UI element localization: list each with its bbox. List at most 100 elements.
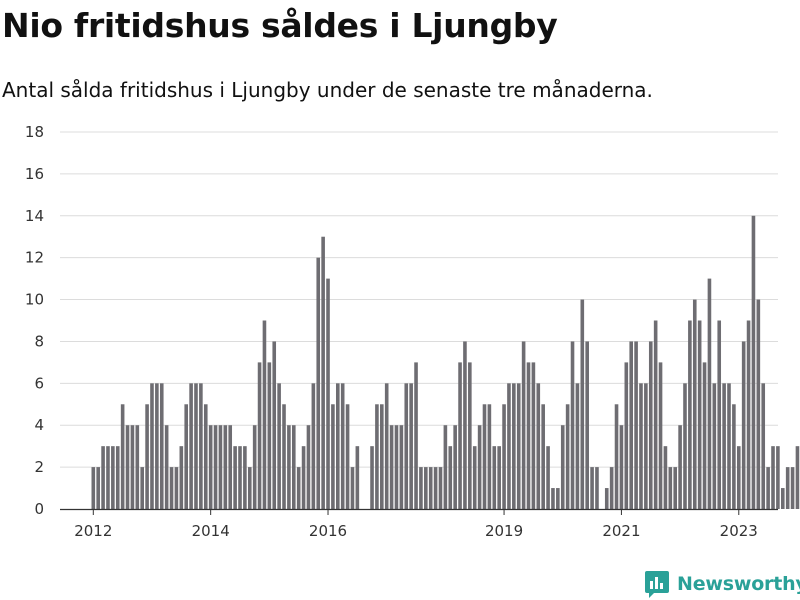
bar [272, 341, 277, 509]
y-tick-label: 2 [34, 458, 44, 476]
bar [184, 404, 189, 509]
y-axis-ticks: 0 2 4 6 8 10 12 14 16 18 [25, 123, 44, 518]
bar [624, 362, 629, 509]
bar [101, 446, 105, 509]
bar [526, 362, 531, 509]
bar [673, 467, 678, 509]
newsworthy-logo-icon [645, 571, 669, 598]
bar [766, 467, 770, 509]
bar [678, 425, 682, 509]
bar [316, 257, 321, 509]
bar [267, 362, 272, 509]
bar [282, 404, 286, 509]
x-tick-label: 2019 [485, 522, 523, 540]
bar [203, 404, 208, 509]
x-tick-label: 2014 [192, 522, 230, 540]
bar [277, 383, 281, 509]
gridlines [60, 131, 778, 468]
bar [741, 341, 746, 509]
bar [683, 383, 687, 509]
bar [595, 467, 599, 509]
bar [585, 341, 589, 509]
bar [145, 404, 149, 509]
bar [771, 446, 775, 509]
y-tick-label: 10 [25, 291, 44, 309]
newsworthy-logo-text: Newsworthy [677, 573, 800, 595]
bar [159, 383, 164, 509]
bar [140, 467, 144, 509]
bar [639, 383, 643, 509]
bar [790, 467, 795, 509]
bar [257, 362, 262, 509]
bar [448, 446, 453, 509]
bar [336, 383, 340, 509]
bar [521, 341, 526, 509]
bar [697, 320, 702, 509]
bar [164, 425, 169, 509]
bar [189, 383, 193, 509]
bar [634, 341, 638, 509]
y-tick-label: 12 [25, 249, 44, 267]
bar-chart: 0 2 4 6 8 10 12 14 16 18 2012 2014 2016 2019 2021 2023… [25, 123, 800, 540]
bar [795, 446, 800, 509]
bar [604, 488, 609, 509]
bar [409, 383, 413, 509]
bar [399, 425, 404, 509]
bar [355, 446, 360, 509]
bar [575, 383, 580, 509]
bar [536, 383, 541, 509]
x-tick-label: 2016 [309, 522, 347, 540]
y-tick-label: 16 [25, 165, 44, 183]
y-tick-label: 18 [25, 123, 44, 141]
bar [296, 467, 301, 509]
newsworthy-logo: Newsworthy [644, 569, 800, 599]
bar [492, 446, 497, 509]
bar [130, 425, 135, 509]
x-tick-label: 2012 [74, 522, 112, 540]
chart-subtitle: Antal sålda fritidshus i Ljungby under d… [2, 78, 653, 102]
bar [424, 467, 428, 509]
bar [262, 320, 267, 509]
bar [619, 425, 624, 509]
bar [487, 404, 492, 509]
bar [531, 362, 536, 509]
bar [653, 320, 658, 509]
bar [174, 467, 179, 509]
bar [458, 362, 462, 509]
bar [756, 299, 761, 509]
bars [91, 215, 800, 509]
bar [394, 425, 399, 509]
x-tick-label: 2023 [720, 522, 758, 540]
bar [291, 425, 296, 509]
x-tick-label: 2021 [602, 522, 640, 540]
bar [301, 446, 306, 509]
bar [692, 299, 697, 509]
bar [712, 383, 717, 509]
bar [497, 446, 501, 509]
bar [746, 320, 751, 509]
x-axis: 2012201420162019202120232025 [60, 508, 778, 540]
bar [443, 425, 448, 509]
bar [326, 278, 330, 509]
bar [722, 383, 726, 509]
y-tick-label: 14 [25, 207, 44, 225]
bar [115, 446, 120, 509]
bar [321, 236, 325, 509]
bar [560, 425, 565, 509]
bar [472, 446, 477, 509]
bar [233, 446, 237, 509]
bar [688, 320, 692, 509]
bar [516, 383, 521, 509]
bar [106, 446, 110, 509]
bar [565, 404, 570, 509]
chart-title: Nio fritidshus såldes i Ljungby [2, 6, 558, 45]
bar [751, 215, 756, 509]
bar [228, 425, 233, 509]
bar [502, 404, 506, 509]
bar [732, 404, 736, 509]
bar [414, 362, 418, 509]
bar [370, 446, 374, 509]
bar [287, 425, 291, 509]
bar [438, 467, 443, 509]
bar [331, 404, 335, 509]
